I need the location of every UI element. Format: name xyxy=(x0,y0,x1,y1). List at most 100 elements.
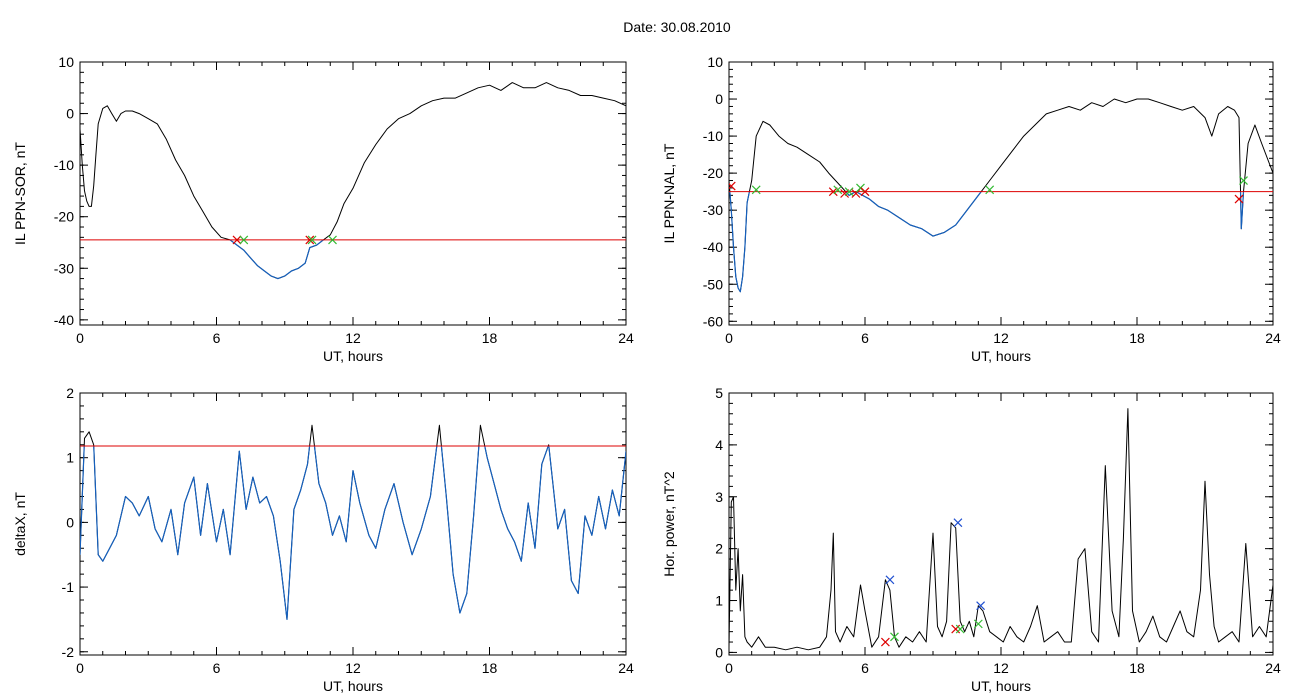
marker-stroke xyxy=(751,185,761,195)
y-axis-label: IL PPN-SOR, nT xyxy=(12,142,28,245)
marker-red xyxy=(951,624,961,634)
y-tick-label: 1 xyxy=(715,593,723,609)
chart-panel-1: 0 6 12 18 24 10 0 -10 -20 -30 -40 UT, hours IL PPN-S… xyxy=(12,54,634,364)
marker-stroke xyxy=(880,637,890,647)
marker-stroke xyxy=(973,619,983,629)
x-tick-label: 0 xyxy=(725,660,733,676)
x-tick-label: 12 xyxy=(345,330,361,346)
marker-red xyxy=(880,637,890,647)
marker-stroke xyxy=(953,518,963,528)
series-line xyxy=(80,424,626,620)
y-axis-label: Hor. power, nT^2 xyxy=(661,471,677,577)
y-tick-label: -40 xyxy=(703,239,723,255)
marker-stroke xyxy=(844,187,854,197)
y-axis-label: deltaX, nT xyxy=(12,492,28,556)
marker-green xyxy=(973,619,983,629)
plot-area xyxy=(729,98,1273,293)
marker-green xyxy=(328,235,337,245)
marker-stroke xyxy=(860,187,870,197)
marker-stroke xyxy=(307,235,317,245)
x-axis-label: UT, hours xyxy=(323,678,383,694)
x-tick-label: 0 xyxy=(76,330,84,346)
marker-green xyxy=(307,235,317,245)
marker-stroke xyxy=(985,185,995,195)
x-tick-label: 12 xyxy=(993,330,1009,346)
marker-red xyxy=(232,235,242,245)
x-tick-label: 24 xyxy=(618,660,634,676)
figure-title-label: Date: xyxy=(623,19,657,35)
y-tick-label: -1 xyxy=(62,579,75,595)
x-tick-label: 12 xyxy=(345,660,361,676)
marker-stroke xyxy=(1234,194,1244,204)
marker-green xyxy=(890,632,899,642)
x-axis-label: UT, hours xyxy=(323,348,383,364)
x-tick-label: 24 xyxy=(1265,330,1281,346)
x-tick-label: 0 xyxy=(725,330,733,346)
x-tick-label: 6 xyxy=(213,330,221,346)
y-tick-label: -30 xyxy=(703,202,723,218)
marker-green xyxy=(985,185,995,195)
plot-frame xyxy=(79,392,627,656)
x-tick-label: 0 xyxy=(76,660,84,676)
plot-frame xyxy=(728,61,1274,326)
y-tick-label: 0 xyxy=(715,91,723,107)
y-tick-label: 10 xyxy=(58,54,74,70)
x-axis-label: UT, hours xyxy=(971,678,1031,694)
marker-stroke xyxy=(729,181,736,190)
marker-red xyxy=(860,187,870,197)
figure-title: Date: 30.08.2010 xyxy=(0,19,1300,35)
series-line xyxy=(80,82,626,280)
marker-green xyxy=(239,235,249,245)
y-tick-label: 1 xyxy=(66,450,74,466)
marker-stroke xyxy=(828,187,838,197)
below-threshold-group xyxy=(227,239,325,280)
chart-panel-4: 0 6 12 18 24 5 4 3 2 1 0 UT, hours Hor. power, nT^2 xyxy=(661,385,1281,694)
series-below-threshold xyxy=(729,191,1245,293)
marker-green xyxy=(751,185,761,195)
y-tick-label: 2 xyxy=(66,385,74,401)
x-tick-label: 18 xyxy=(1129,660,1145,676)
y-tick-label: 0 xyxy=(66,514,74,530)
y-tick-label: -30 xyxy=(54,260,74,276)
x-tick-label: 18 xyxy=(482,330,498,346)
marker-red xyxy=(305,235,315,245)
x-tick-label: 6 xyxy=(861,330,869,346)
plot-area xyxy=(80,82,626,280)
x-tick-label: 18 xyxy=(482,660,498,676)
y-tick-label: -10 xyxy=(54,157,74,173)
y-tick-label: 10 xyxy=(707,54,723,70)
marker-stroke xyxy=(976,601,986,611)
chart-panel-3: 0 6 12 18 24 2 1 0 -1 -2 UT, hours deltaX, nT xyxy=(12,385,634,694)
y-tick-label: 0 xyxy=(66,106,74,122)
x-tick-label: 6 xyxy=(213,660,221,676)
y-tick-label: -10 xyxy=(703,128,723,144)
y-tick-label: -20 xyxy=(54,209,74,225)
y-tick-label: -50 xyxy=(703,276,723,292)
y-tick-label: 5 xyxy=(715,385,723,401)
x-tick-label: 12 xyxy=(993,660,1009,676)
y-tick-label: 2 xyxy=(715,541,723,557)
marker-stroke xyxy=(856,183,865,193)
marker-stroke xyxy=(885,575,895,585)
marker-stroke xyxy=(851,189,861,198)
marker-stroke xyxy=(232,235,242,245)
x-axis-label: UT, hours xyxy=(971,348,1031,364)
marker-green xyxy=(844,187,854,197)
marker-stroke xyxy=(833,185,843,195)
marker-stroke xyxy=(890,632,899,642)
figure-title-date: 30.08.2010 xyxy=(660,19,731,35)
y-axis-label: IL PPN-NAL, nT xyxy=(661,143,677,243)
marker-stroke xyxy=(328,235,337,245)
marker-red xyxy=(1234,194,1244,204)
x-tick-label: 6 xyxy=(861,660,869,676)
below-threshold-group xyxy=(729,191,1245,293)
y-tick-label: 4 xyxy=(715,437,723,453)
plot-area xyxy=(729,408,1273,651)
plot-frame xyxy=(728,392,1274,656)
marker-stroke xyxy=(1239,176,1248,185)
y-tick-label: -20 xyxy=(703,165,723,181)
marker-blue xyxy=(976,601,986,611)
y-tick-label: -60 xyxy=(703,313,723,329)
marker-green xyxy=(955,624,965,634)
